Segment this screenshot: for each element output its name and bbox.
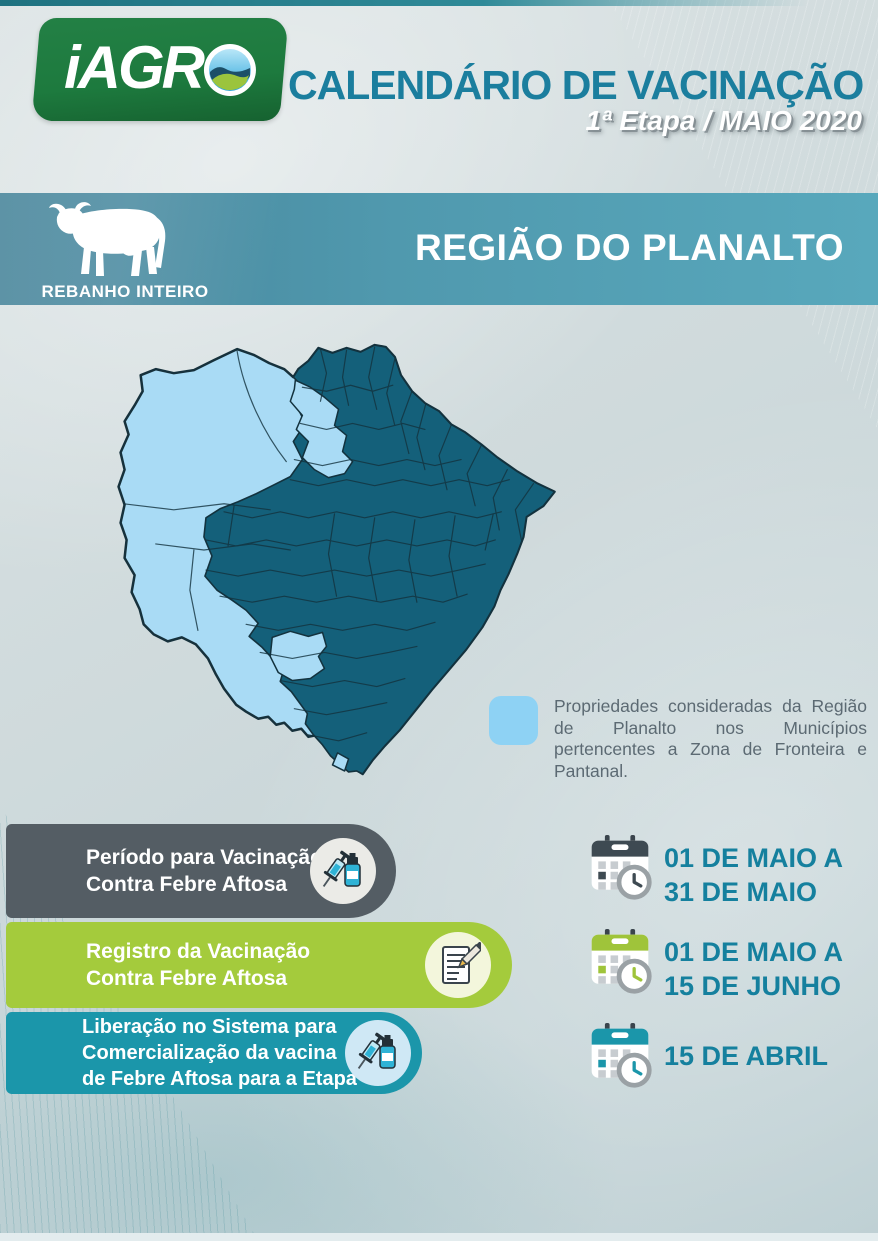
date-line: 15 DE ABRIL — [664, 1041, 829, 1071]
banner-label-line: Contra Febre Aftosa — [86, 967, 288, 990]
banner-label-line: Contra Febre Aftosa — [86, 873, 288, 896]
region-title: REGIÃO DO PLANALTO — [414, 227, 844, 268]
calendar-clock-icon — [591, 834, 652, 900]
iagro-logo: iAGR — [31, 18, 289, 121]
banner-label-line: de Febre Aftosa para a Etapa — [82, 1068, 357, 1090]
legend-text: Propriedades consideradas da Região de P… — [554, 696, 867, 781]
calendar-clock-icon — [591, 928, 652, 994]
banner-label-line: Comercialização da vacina — [82, 1042, 337, 1064]
schedule-banner-system-release: Liberação no Sistema para Comercializaçã… — [6, 1012, 422, 1094]
syringe-vial-icon — [310, 838, 376, 904]
syringe-vial-icon — [345, 1020, 411, 1086]
date-range: 01 DE MAIO A 15 DE JUNHO — [664, 935, 843, 1003]
top-edge-strip — [0, 0, 878, 6]
banner-label-line: Liberação no Sistema para — [82, 1016, 337, 1038]
banner-label-line: Período para Vacinação — [86, 846, 323, 869]
cattle-icon — [49, 202, 166, 276]
iagro-logo-text: iAGR — [63, 33, 202, 101]
date-range: 01 DE MAIO A 31 DE MAIO — [664, 841, 843, 909]
page-subtitle: 1ª Etapa / MAIO 2020 — [585, 105, 862, 136]
calendar-clock-icon — [591, 1022, 652, 1088]
banner-label-line: Registro da Vacinação — [86, 940, 311, 963]
date-line: 31 DE MAIO — [664, 877, 818, 907]
banner-label: Liberação no Sistema para Comercializaçã… — [82, 1014, 357, 1092]
map-legend: Propriedades consideradas da Região de P… — [489, 696, 867, 782]
date-line: 01 DE MAIO A — [664, 843, 844, 873]
date-range: 15 DE ABRIL — [664, 1039, 828, 1073]
iagro-globe-icon — [203, 43, 256, 96]
date-line: 01 DE MAIO A — [664, 937, 844, 967]
state-map-mato-grosso-do-sul — [117, 343, 556, 776]
date-line: 15 DE JUNHO — [664, 971, 842, 1001]
document-pencil-icon — [425, 932, 491, 998]
banner-label: Período para Vacinação Contra Febre Afto… — [86, 844, 323, 898]
legend-swatch — [489, 696, 538, 745]
page-title: CALENDÁRIO DE VACINAÇÃO — [288, 62, 864, 108]
iagro-logo-inner: iAGR — [63, 33, 257, 102]
bottom-edge-strip — [0, 1233, 878, 1241]
banner-label: Registro da Vacinação Contra Febre Aftos… — [86, 938, 310, 992]
herd-label: REBANHO INTEIRO — [41, 282, 209, 301]
